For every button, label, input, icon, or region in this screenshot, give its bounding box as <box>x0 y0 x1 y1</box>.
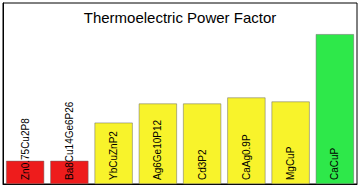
svg-text:MgCuP: MgCuP <box>285 146 296 180</box>
svg-text:Cd3P2: Cd3P2 <box>197 149 208 180</box>
svg-text:Zn0.75Cu2P8: Zn0.75Cu2P8 <box>20 118 31 180</box>
svg-text:YbCuZnP2: YbCuZnP2 <box>108 131 119 180</box>
svg-text:Ba8Cu14Ge6P26: Ba8Cu14Ge6P26 <box>64 101 75 180</box>
svg-text:CaCuP: CaCuP <box>329 147 340 180</box>
svg-text:CaAg0.9P: CaAg0.9P <box>241 134 252 180</box>
svg-text:Ag6Ge10P12: Ag6Ge10P12 <box>152 120 163 180</box>
svg-text:Thermoelectric Power Factor: Thermoelectric Power Factor <box>84 9 277 26</box>
